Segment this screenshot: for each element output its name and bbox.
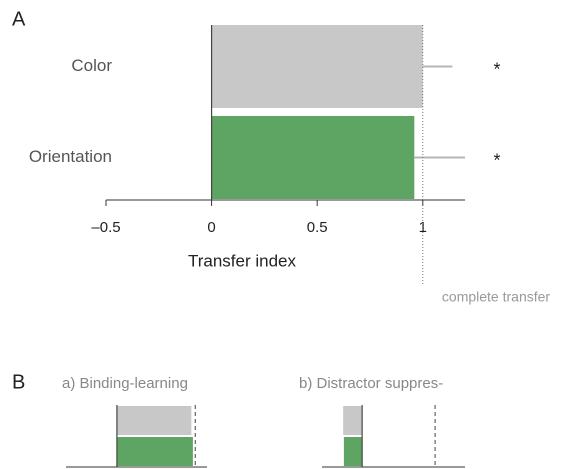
x-tick-label: –0.5 xyxy=(91,219,120,236)
x-tick-label: 1 xyxy=(419,219,427,236)
x-tick-label: 0 xyxy=(207,219,215,236)
bar xyxy=(343,406,363,435)
x-tick-label: 0.5 xyxy=(307,219,328,236)
y-tick-label: Color xyxy=(71,56,112,75)
annotation: * xyxy=(493,150,500,170)
x-axis-label: Transfer index xyxy=(188,251,297,270)
panel-label: A xyxy=(12,8,26,30)
reference-label: complete transfer xyxy=(442,289,550,305)
bar xyxy=(211,25,423,108)
chart-title: a) Binding-learning xyxy=(62,375,188,392)
bar xyxy=(211,116,415,199)
bar xyxy=(116,406,192,435)
panel-label: B xyxy=(12,371,25,393)
chart-title: b) Distractor suppres- xyxy=(299,375,443,392)
y-tick-label: Orientation xyxy=(29,147,112,166)
bar xyxy=(343,437,363,466)
bar xyxy=(116,437,193,466)
annotation: * xyxy=(493,59,500,79)
